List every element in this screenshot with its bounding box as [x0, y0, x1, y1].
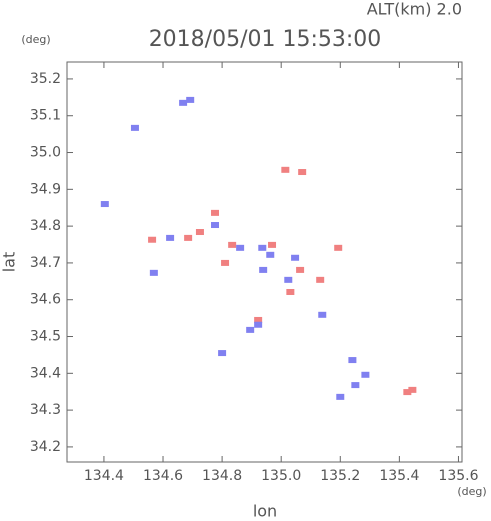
echo-point	[149, 269, 158, 276]
y-tick-label: 34.8	[30, 218, 61, 234]
echo-point	[298, 169, 307, 176]
y-tick-label: 34.4	[30, 365, 61, 381]
echo-point	[186, 96, 195, 103]
echo-point	[258, 244, 267, 251]
echo-point	[218, 350, 227, 357]
x-tick-label: 134.6	[143, 468, 183, 484]
echo-point	[286, 288, 295, 295]
x-unit: (deg)	[457, 485, 486, 498]
echo-point	[334, 244, 343, 251]
y-tick-label: 34.2	[30, 439, 61, 455]
echo-point	[211, 209, 220, 216]
echo-point	[179, 99, 188, 106]
echo-point	[408, 386, 417, 393]
y-tick-label: 34.7	[30, 255, 61, 271]
echo-point	[184, 234, 193, 241]
echo-point	[221, 259, 230, 266]
echo-point	[403, 389, 412, 396]
x-tick-label: 134.4	[84, 468, 124, 484]
echo-point	[316, 276, 325, 283]
y-tick-label: 34.3	[30, 402, 61, 418]
y-axis-label: lat	[0, 252, 19, 273]
y-tick-label: 34.5	[30, 329, 61, 345]
y-tick-label: 35.2	[30, 71, 61, 87]
y-tick-label: 35.0	[30, 145, 61, 161]
x-tick-label: 135.0	[261, 468, 301, 484]
echo-point	[236, 244, 245, 251]
plot-frame	[66, 61, 463, 463]
echo-point	[148, 236, 157, 243]
echo-point	[336, 393, 345, 400]
echo-point	[296, 266, 305, 273]
echo-point	[246, 326, 255, 333]
y-tick-label: 35.1	[30, 108, 61, 124]
chart-title: 2018/05/01 15:53:00	[149, 27, 382, 52]
x-tick-label: 135.6	[438, 468, 478, 484]
echo-point	[254, 321, 263, 328]
echo-point	[318, 311, 327, 318]
x-tick-label: 135.4	[379, 468, 419, 484]
echo-point	[100, 201, 109, 208]
echo-point	[130, 124, 139, 131]
echo-point	[268, 241, 277, 248]
echo-point	[361, 371, 370, 378]
y-unit: (deg)	[21, 33, 50, 46]
echo-point	[166, 234, 175, 241]
y-tick-label: 34.9	[30, 181, 61, 197]
x-tick-label: 134.8	[202, 468, 242, 484]
echo-point	[348, 357, 357, 364]
echo-point	[284, 276, 293, 283]
echo-point	[259, 266, 268, 273]
echo-point	[281, 166, 290, 173]
echo-point	[195, 229, 204, 236]
x-tick-label: 135.2	[320, 468, 360, 484]
echo-point	[211, 222, 220, 229]
echo-point	[291, 254, 300, 261]
y-tick-label: 34.6	[30, 292, 61, 308]
echo-point	[351, 382, 360, 389]
echo-point	[266, 251, 275, 258]
echo-point	[254, 316, 263, 323]
echo-point	[228, 241, 237, 248]
chart-subtitle: ALT(km) 2.0	[367, 0, 462, 19]
x-axis-label: lon	[253, 502, 277, 521]
